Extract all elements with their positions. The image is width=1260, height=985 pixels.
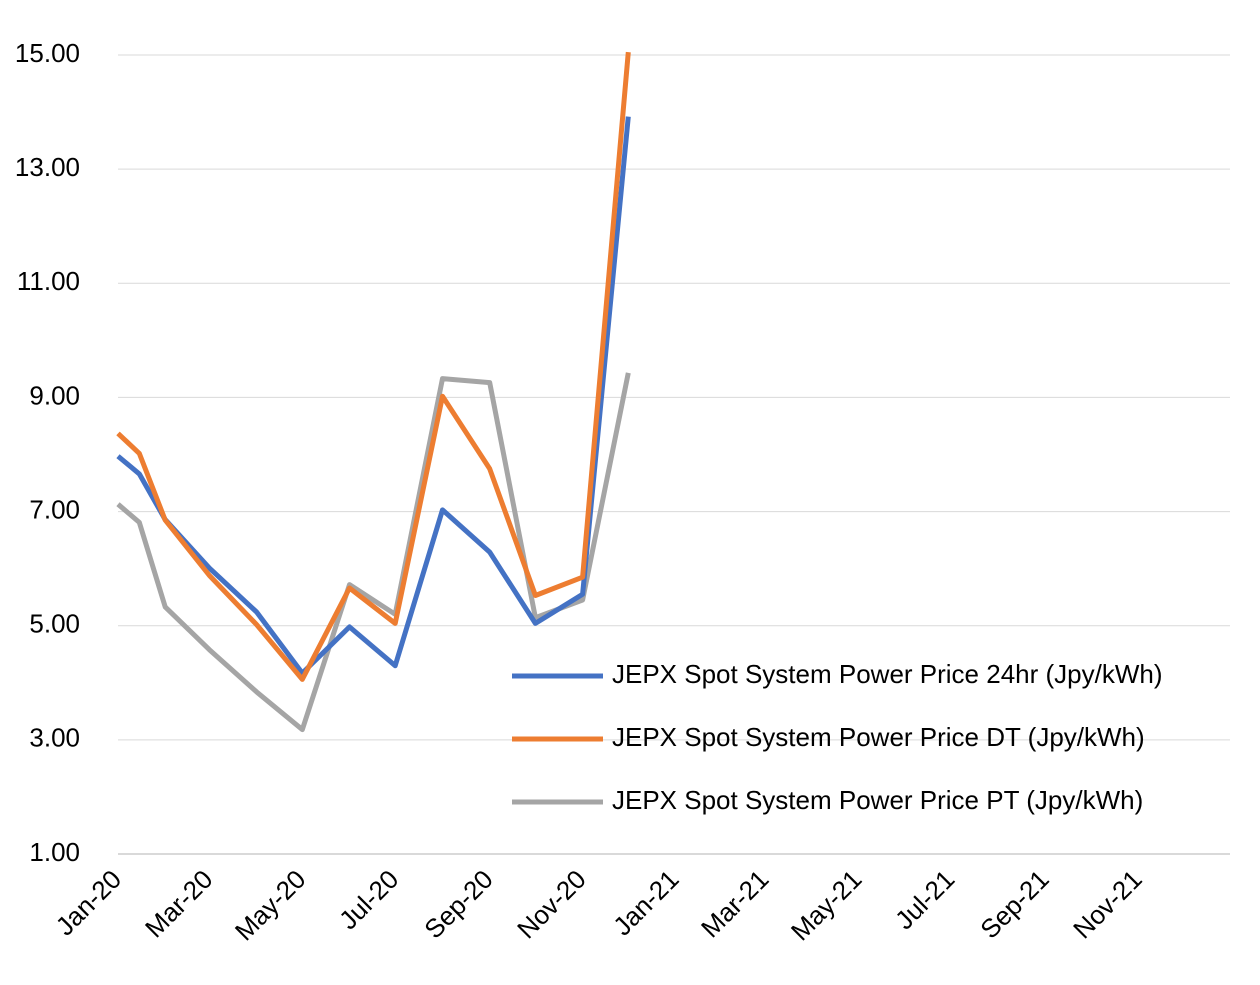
x-tick-label: Mar-21 (695, 864, 774, 943)
y-tick-label: 1.00 (29, 837, 80, 867)
legend-label: JEPX Spot System Power Price 24hr (Jpy/k… (612, 659, 1163, 689)
y-axis: 1.00 3.00 5.00 7.00 9.00 11.00 13.00 15.00 (15, 38, 80, 867)
y-tick-label: 7.00 (29, 494, 80, 524)
x-axis: Jan-20 Mar-20 May-20 Jul-20 Sep-20 Nov-20 Jan-… (50, 864, 1148, 947)
x-tick-label: May-21 (785, 864, 868, 947)
x-tick-label: May-20 (229, 864, 312, 947)
x-tick-label: Nov-20 (511, 864, 591, 944)
grid-lines (118, 54, 1230, 855)
y-tick-label: 13.00 (15, 152, 80, 182)
y-tick-label: 15.00 (15, 38, 80, 68)
x-tick-label: Jan-21 (607, 864, 684, 941)
x-tick-label: Nov-21 (1067, 864, 1147, 944)
x-tick-label: Jul-20 (333, 864, 404, 935)
legend-label: JEPX Spot System Power Price DT (Jpy/kWh… (612, 722, 1145, 752)
y-tick-label: 3.00 (29, 723, 80, 753)
series-lines (116, 51, 631, 733)
x-tick-label: Sep-20 (418, 864, 498, 944)
x-tick-label: Jan-20 (50, 864, 127, 941)
series-line-jepx-spot-system-power-price-pt-jpy-kwh (116, 372, 631, 733)
y-tick-label: 5.00 (29, 609, 80, 639)
y-tick-label: 9.00 (29, 380, 80, 410)
x-tick-label: Mar-20 (139, 864, 218, 943)
y-tick-label: 11.00 (17, 266, 80, 296)
legend-label: JEPX Spot System Power Price PT (Jpy/kWh… (612, 785, 1143, 815)
x-tick-label: Jul-21 (889, 864, 960, 935)
x-tick-label: Sep-21 (974, 864, 1054, 944)
legend: JEPX Spot System Power Price 24hr (Jpy/k… (512, 659, 1163, 815)
series-line-jepx-spot-system-power-price-dt-jpy-kwh (116, 51, 631, 682)
